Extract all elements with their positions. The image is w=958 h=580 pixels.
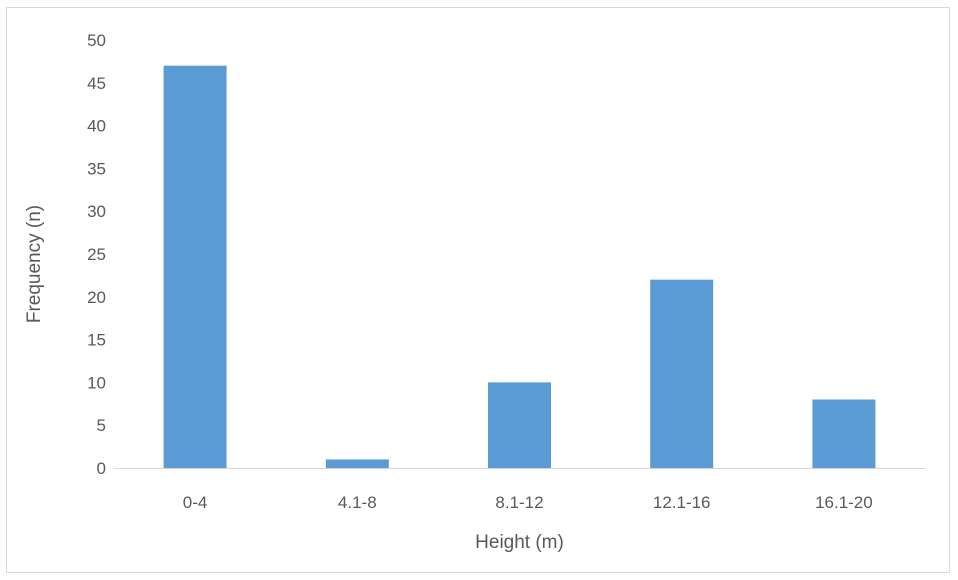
- y-tick-label: 20: [87, 288, 106, 307]
- y-axis-label: Frequency (n): [24, 205, 45, 323]
- bar: [488, 382, 551, 468]
- bar: [163, 65, 227, 469]
- y-tick-label: 15: [87, 331, 106, 350]
- bars: [163, 65, 876, 469]
- x-tick-label: 12.1-16: [653, 493, 711, 512]
- x-tick-label: 4.1-8: [338, 493, 377, 512]
- chart-frame: [6, 7, 950, 573]
- y-tick-label: 25: [87, 245, 106, 264]
- y-tick-label: 35: [87, 159, 106, 178]
- x-tick-label: 16.1-20: [815, 493, 873, 512]
- bar: [650, 279, 714, 468]
- x-tick-label: 0-4: [183, 493, 208, 512]
- bar: [325, 459, 389, 468]
- x-tick-label: 8.1-12: [495, 493, 543, 512]
- x-axis-label: Height (m): [475, 532, 564, 553]
- y-tick-label: 50: [87, 31, 106, 50]
- bar: [812, 399, 876, 468]
- y-tick-label: 40: [87, 117, 106, 136]
- y-tick-label: 30: [87, 202, 106, 221]
- x-axis-ticks: 0-4 4.1-8 8.1-12 12.1-16 16.1-20: [183, 493, 873, 512]
- y-tick-label: 45: [87, 74, 106, 93]
- y-tick-label: 5: [97, 416, 106, 435]
- y-axis-ticks: 0 5 10 15 20 25 30 35 40 45 50: [87, 31, 106, 478]
- y-tick-label: 10: [87, 373, 106, 392]
- y-tick-label: 0: [97, 459, 106, 478]
